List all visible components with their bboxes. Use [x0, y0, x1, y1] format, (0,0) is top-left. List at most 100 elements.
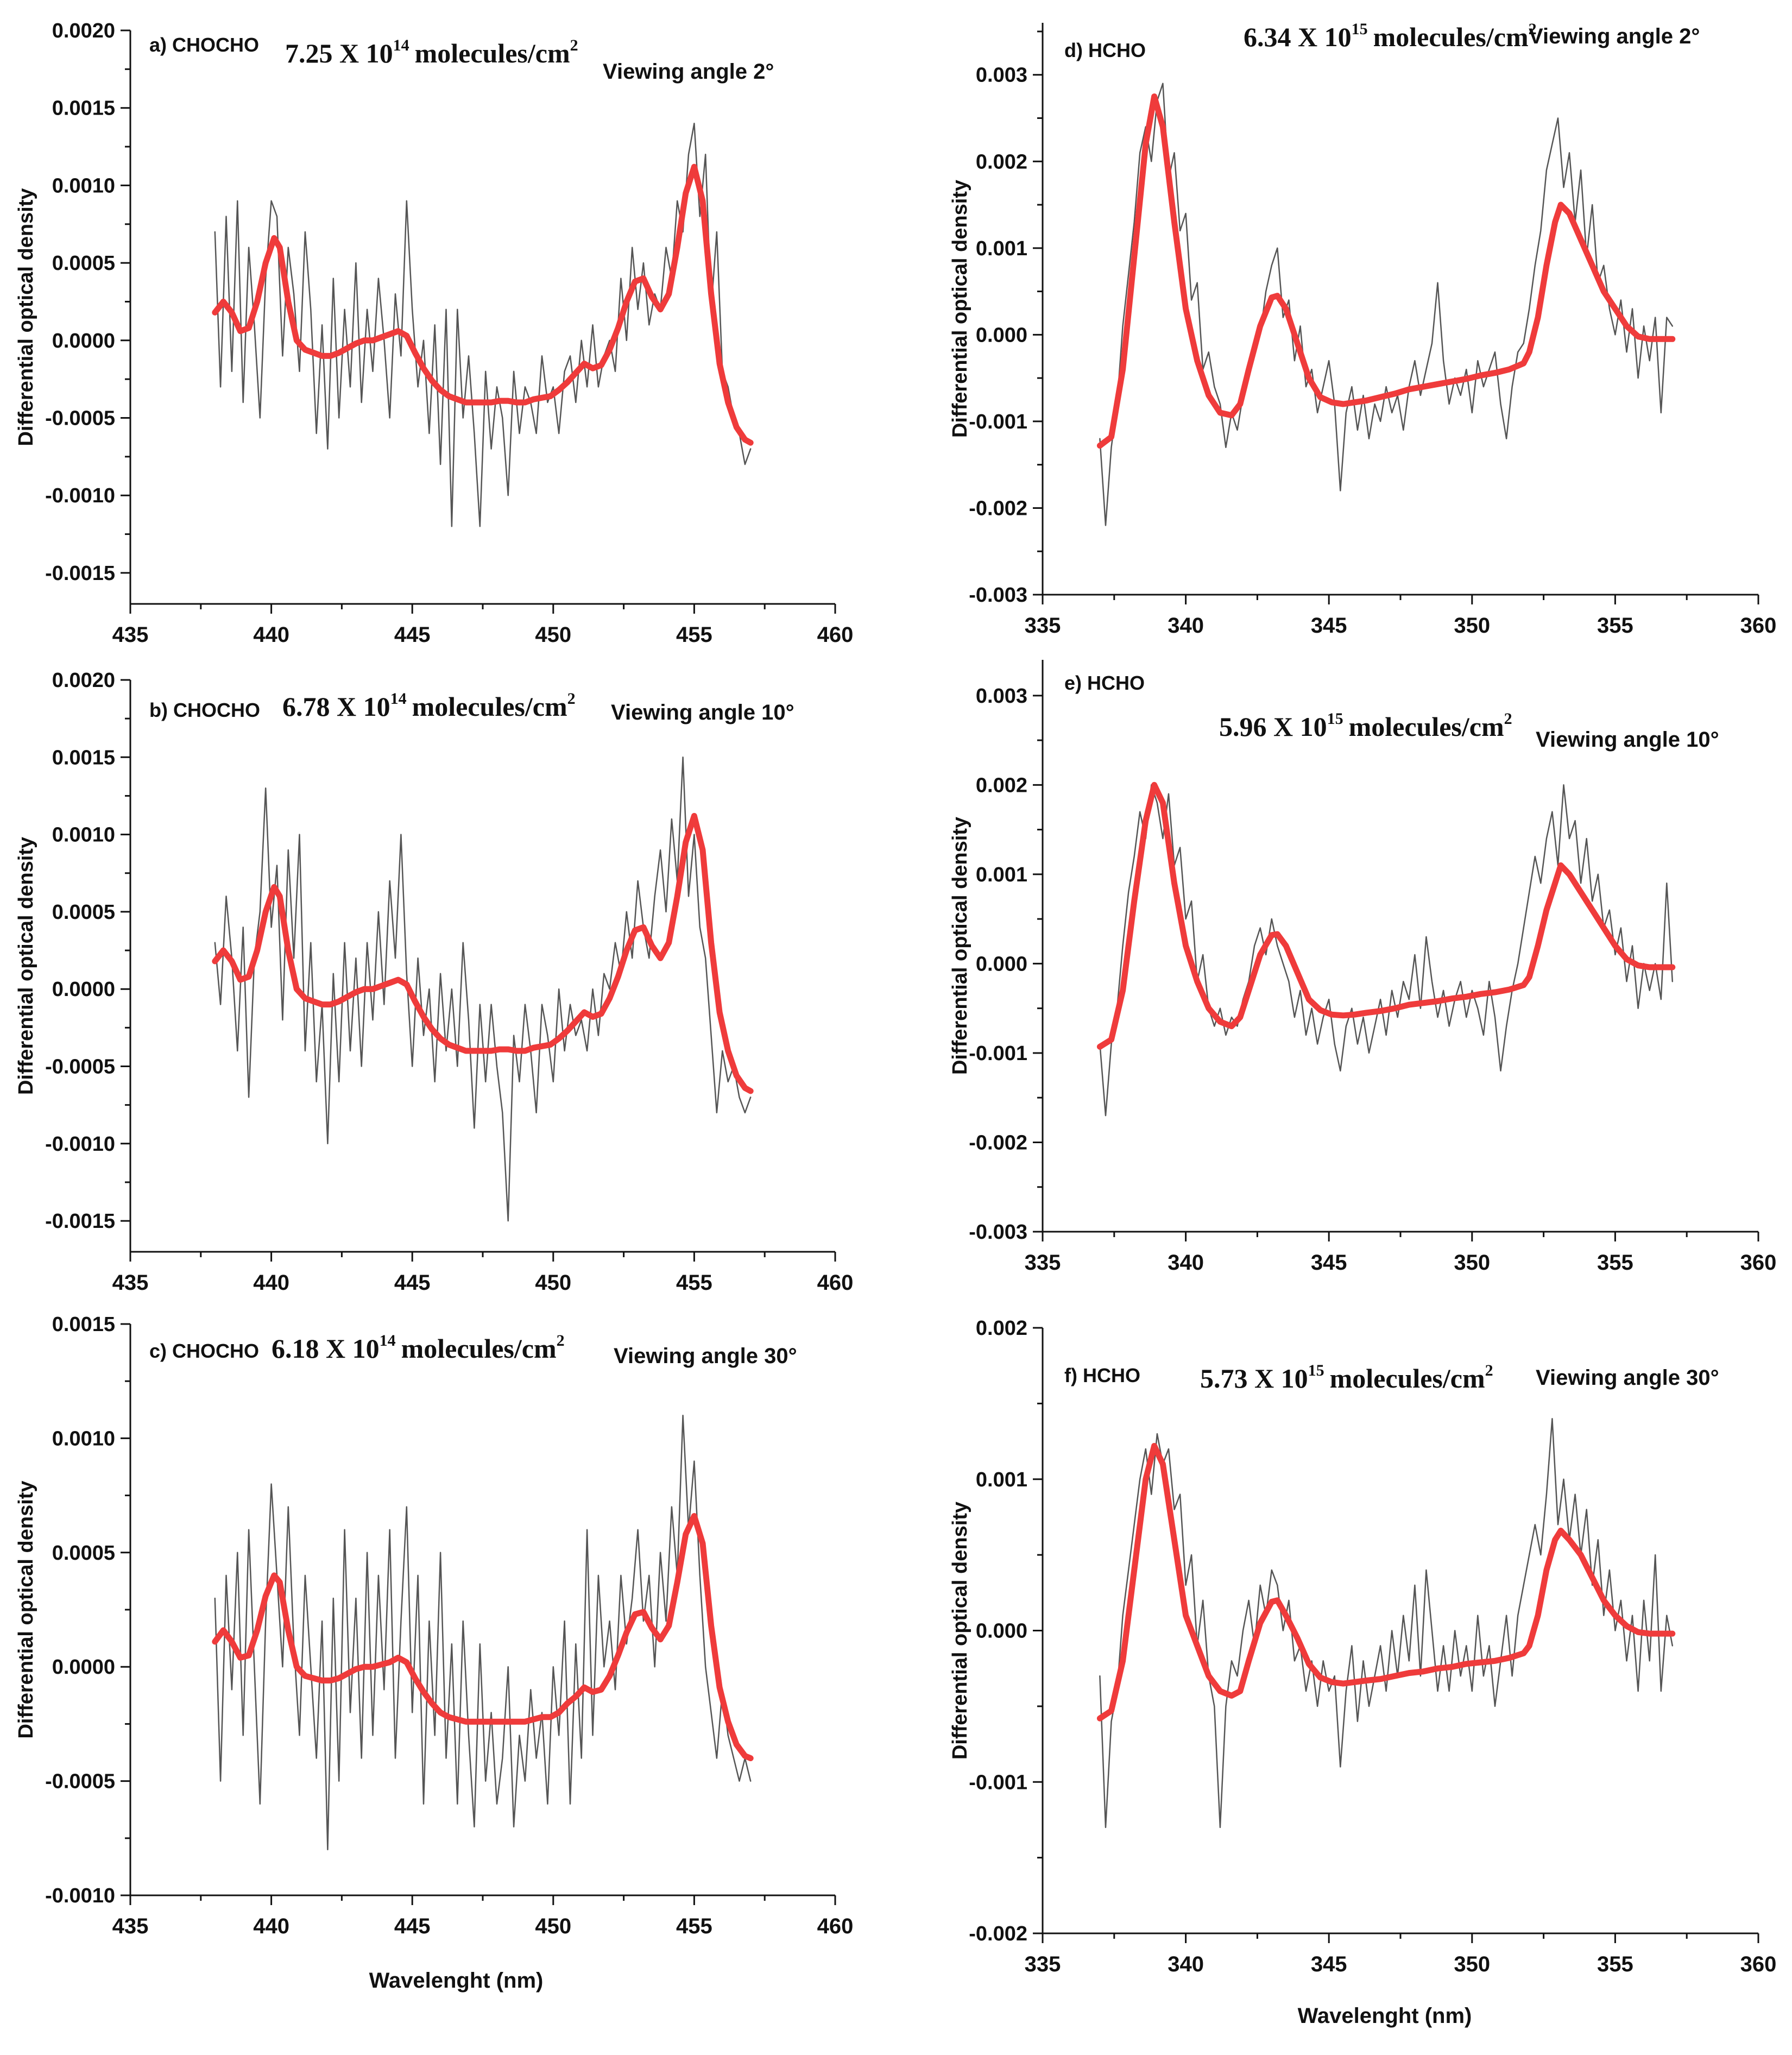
x-tick-label: 440 — [253, 1271, 289, 1295]
x-tick-label: 335 — [1025, 1952, 1061, 1976]
y-tick-label: 0.0000 — [52, 330, 115, 352]
chart-panel-2: 435 440 445 450 455 460 -0.0015 -0.0010 -0.0005 0… — [15, 669, 853, 1295]
x-tick-label: 445 — [394, 623, 431, 647]
x-tick-label: 460 — [817, 1271, 854, 1295]
y-tick-label: 0.0000 — [52, 1656, 115, 1679]
y-tick-label: 0.002 — [976, 150, 1027, 173]
y-axis-label: Differential optical density — [949, 817, 971, 1075]
x-tick-label: 350 — [1454, 614, 1490, 638]
x-tick-label: 455 — [676, 1914, 712, 1938]
x-tick-label: 360 — [1740, 1251, 1777, 1275]
y-tick-label: 0.0020 — [52, 20, 115, 42]
measured-series-line — [214, 122, 752, 527]
x-tick-label: 345 — [1311, 1952, 1347, 1976]
y-tick-label: -0.0010 — [45, 1133, 115, 1156]
x-tick-label: 435 — [112, 1914, 149, 1938]
y-axis-label: Differential optical density — [949, 180, 971, 438]
viewing-angle-label: Viewing angle 10° — [1536, 728, 1719, 752]
x-tick-label: 345 — [1311, 1251, 1347, 1275]
x-tick-label: 460 — [817, 1914, 854, 1938]
chart-panel-1: 435 440 445 450 455 460 -0.0015 -0.0010 -0.0005 0… — [15, 20, 853, 647]
y-tick-label: 0.001 — [976, 863, 1027, 886]
y-tick-label: -0.0010 — [45, 1884, 115, 1907]
x-tick-label: 440 — [253, 1914, 289, 1938]
concentration-label: 6.18 X 1014 molecules/cm2 — [272, 1332, 565, 1364]
x-tick-label: 355 — [1597, 1251, 1633, 1275]
y-tick-label: 0.0005 — [52, 901, 115, 924]
x-tick-label: 350 — [1454, 1251, 1490, 1275]
concentration-label: 6.34 X 1015 molecules/cm2 — [1244, 20, 1537, 52]
y-tick-label: 0.000 — [976, 324, 1027, 346]
panel-species-label: e) HCHO — [1064, 672, 1145, 694]
x-tick-label: 360 — [1740, 1952, 1777, 1976]
y-axis-label: Differential optical density — [15, 188, 37, 446]
y-tick-label: 0.0015 — [52, 97, 115, 120]
measured-series-line — [1099, 1418, 1674, 1829]
y-tick-label: -0.002 — [969, 1922, 1027, 1945]
viewing-angle-label: Viewing angle 30° — [1536, 1366, 1719, 1390]
y-tick-label: 0.0020 — [52, 669, 115, 692]
measured-series-line — [1099, 784, 1674, 1117]
x-tick-label: 335 — [1025, 614, 1061, 638]
measured-series-line — [1099, 83, 1674, 526]
fit-series-line — [212, 812, 754, 1094]
panel-species-label: f) HCHO — [1064, 1364, 1140, 1386]
x-tick-label: 450 — [535, 623, 571, 647]
y-tick-label: -0.001 — [969, 1042, 1027, 1065]
chart-panel-3: 435 440 445 450 455 460 -0.0010 -0.0005 0.0000 0.… — [15, 1313, 853, 1993]
y-tick-label: 0.000 — [976, 953, 1027, 975]
y-tick-label: -0.001 — [969, 411, 1027, 433]
x-tick-label: 445 — [394, 1914, 431, 1938]
x-tick-label: 460 — [817, 623, 854, 647]
measured-series-line — [214, 1415, 752, 1851]
x-tick-label: 455 — [676, 1271, 712, 1295]
x-tick-label: 440 — [253, 623, 289, 647]
y-tick-label: 0.003 — [976, 685, 1027, 708]
y-axis-label: Differential optical density — [15, 837, 37, 1095]
x-tick-label: 360 — [1740, 614, 1777, 638]
x-tick-label: 445 — [394, 1271, 431, 1295]
concentration-label: 5.96 X 1015 molecules/cm2 — [1219, 710, 1512, 742]
concentration-label: 6.78 X 1014 molecules/cm2 — [282, 690, 576, 722]
chart-panel-6: 335 340 345 350 355 360 -0.002 -0.001 0.000 0.001… — [949, 1317, 1776, 2028]
y-tick-label: -0.003 — [969, 584, 1027, 607]
panel-species-label: c) CHOCHO — [149, 1340, 259, 1362]
y-tick-label: -0.0005 — [45, 1770, 115, 1793]
x-tick-label: 455 — [676, 623, 712, 647]
x-tick-label: 435 — [112, 1271, 149, 1295]
y-tick-label: -0.0005 — [45, 407, 115, 430]
viewing-angle-label: Viewing angle 10° — [611, 701, 794, 724]
y-tick-label: -0.0015 — [45, 1210, 115, 1233]
y-tick-label: 0.0000 — [52, 978, 115, 1001]
x-tick-label: 345 — [1311, 614, 1347, 638]
chart-panel-4: 335 340 345 350 355 360 -0.003 -0.002 -0.001 0.00… — [949, 20, 1776, 638]
viewing-angle-label: Viewing angle 2° — [603, 60, 774, 84]
x-tick-label: 335 — [1025, 1251, 1061, 1275]
x-tick-label: 450 — [535, 1914, 571, 1938]
y-tick-label: 0.001 — [976, 1468, 1027, 1491]
concentration-label: 5.73 X 1015 molecules/cm2 — [1200, 1361, 1493, 1394]
x-tick-label: 355 — [1597, 614, 1633, 638]
y-tick-label: -0.003 — [969, 1221, 1027, 1244]
y-tick-label: -0.0005 — [45, 1055, 115, 1078]
y-tick-label: 0.0010 — [52, 824, 115, 847]
y-tick-label: 0.000 — [976, 1620, 1027, 1643]
x-tick-label: 340 — [1168, 1952, 1204, 1976]
chart-panel-5: 335 340 345 350 355 360 -0.003 -0.002 -0.001 0.00… — [949, 660, 1776, 1275]
y-axis-label: Differential optical density — [15, 1480, 37, 1738]
x-tick-label: 340 — [1168, 614, 1204, 638]
fit-series-line — [1096, 93, 1676, 449]
viewing-angle-label: Viewing angle 30° — [614, 1344, 797, 1368]
x-axis-label: Wavelenght (nm) — [369, 1969, 544, 1993]
x-tick-label: 340 — [1168, 1251, 1204, 1275]
panel-species-label: a) CHOCHO — [149, 34, 259, 56]
y-tick-label: 0.002 — [976, 774, 1027, 797]
fit-series-line — [1096, 1442, 1676, 1722]
x-tick-label: 350 — [1454, 1952, 1490, 1976]
y-tick-label: -0.0015 — [45, 562, 115, 585]
viewing-angle-label: Viewing angle 2° — [1529, 24, 1700, 48]
y-tick-label: -0.001 — [969, 1771, 1027, 1794]
fit-series-line — [1096, 781, 1676, 1050]
y-tick-label: -0.002 — [969, 1131, 1027, 1154]
